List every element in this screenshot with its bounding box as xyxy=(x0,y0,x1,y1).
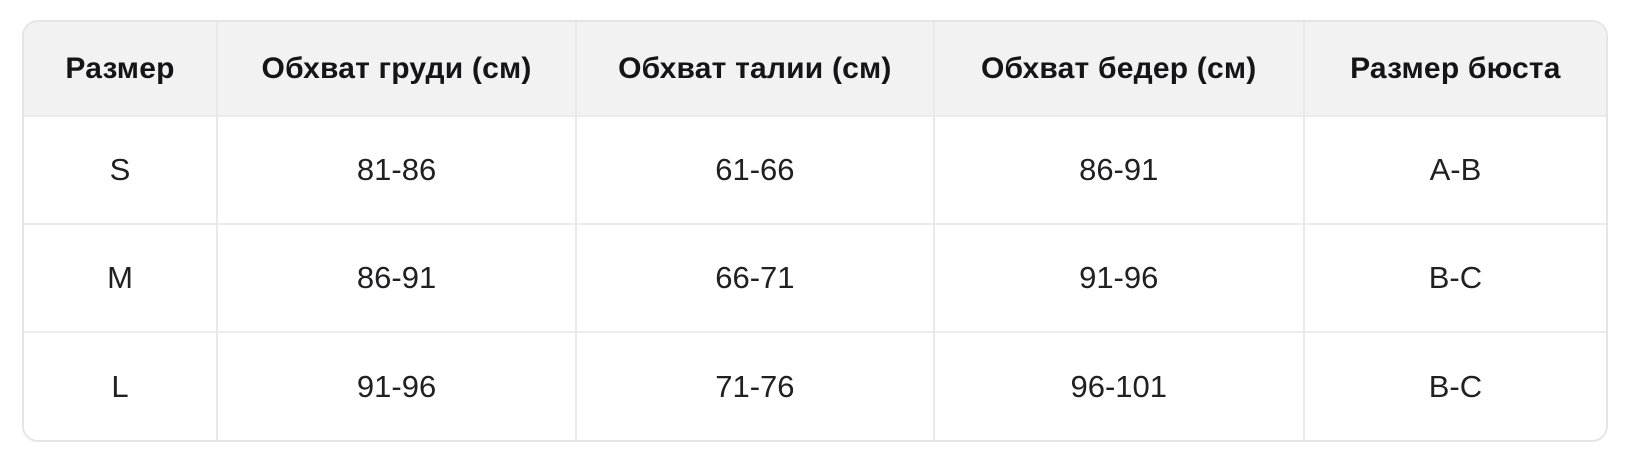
cell-bust: B-C xyxy=(1302,331,1606,440)
cell-waist: 71-76 xyxy=(575,331,934,440)
header-cell-chest: Обхват груди (см) xyxy=(215,22,577,116)
cell-chest: 81-86 xyxy=(215,115,577,224)
table-row-s: S 81-86 61-66 86-91 A-B xyxy=(24,115,1606,224)
cell-chest: 91-96 xyxy=(215,331,577,440)
cell-bust: B-C xyxy=(1302,223,1606,332)
size-chart-container: Размер Обхват груди (см) Обхват талии (с… xyxy=(22,20,1608,442)
cell-waist: 66-71 xyxy=(575,223,934,332)
header-row: Размер Обхват груди (см) Обхват талии (с… xyxy=(24,22,1606,116)
size-chart-table: Размер Обхват груди (см) Обхват талии (с… xyxy=(24,22,1606,440)
header-cell-size: Размер xyxy=(24,22,217,116)
cell-waist: 61-66 xyxy=(575,115,934,224)
cell-chest: 86-91 xyxy=(215,223,577,332)
size-chart-header: Размер Обхват груди (см) Обхват талии (с… xyxy=(24,22,1606,116)
header-cell-waist: Обхват талии (см) xyxy=(575,22,934,116)
header-cell-bust: Размер бюста xyxy=(1302,22,1606,116)
table-row-l: L 91-96 71-76 96-101 B-C xyxy=(24,331,1606,440)
cell-size: L xyxy=(24,331,217,440)
cell-hips: 91-96 xyxy=(932,223,1304,332)
size-chart-body: S 81-86 61-66 86-91 A-B M 86-91 66-71 91… xyxy=(24,115,1606,440)
cell-bust: A-B xyxy=(1302,115,1606,224)
cell-size: M xyxy=(24,223,217,332)
cell-hips: 96-101 xyxy=(932,331,1304,440)
cell-hips: 86-91 xyxy=(932,115,1304,224)
header-cell-hips: Обхват бедер (см) xyxy=(932,22,1304,116)
table-row-m: M 86-91 66-71 91-96 B-C xyxy=(24,223,1606,332)
cell-size: S xyxy=(24,115,217,224)
